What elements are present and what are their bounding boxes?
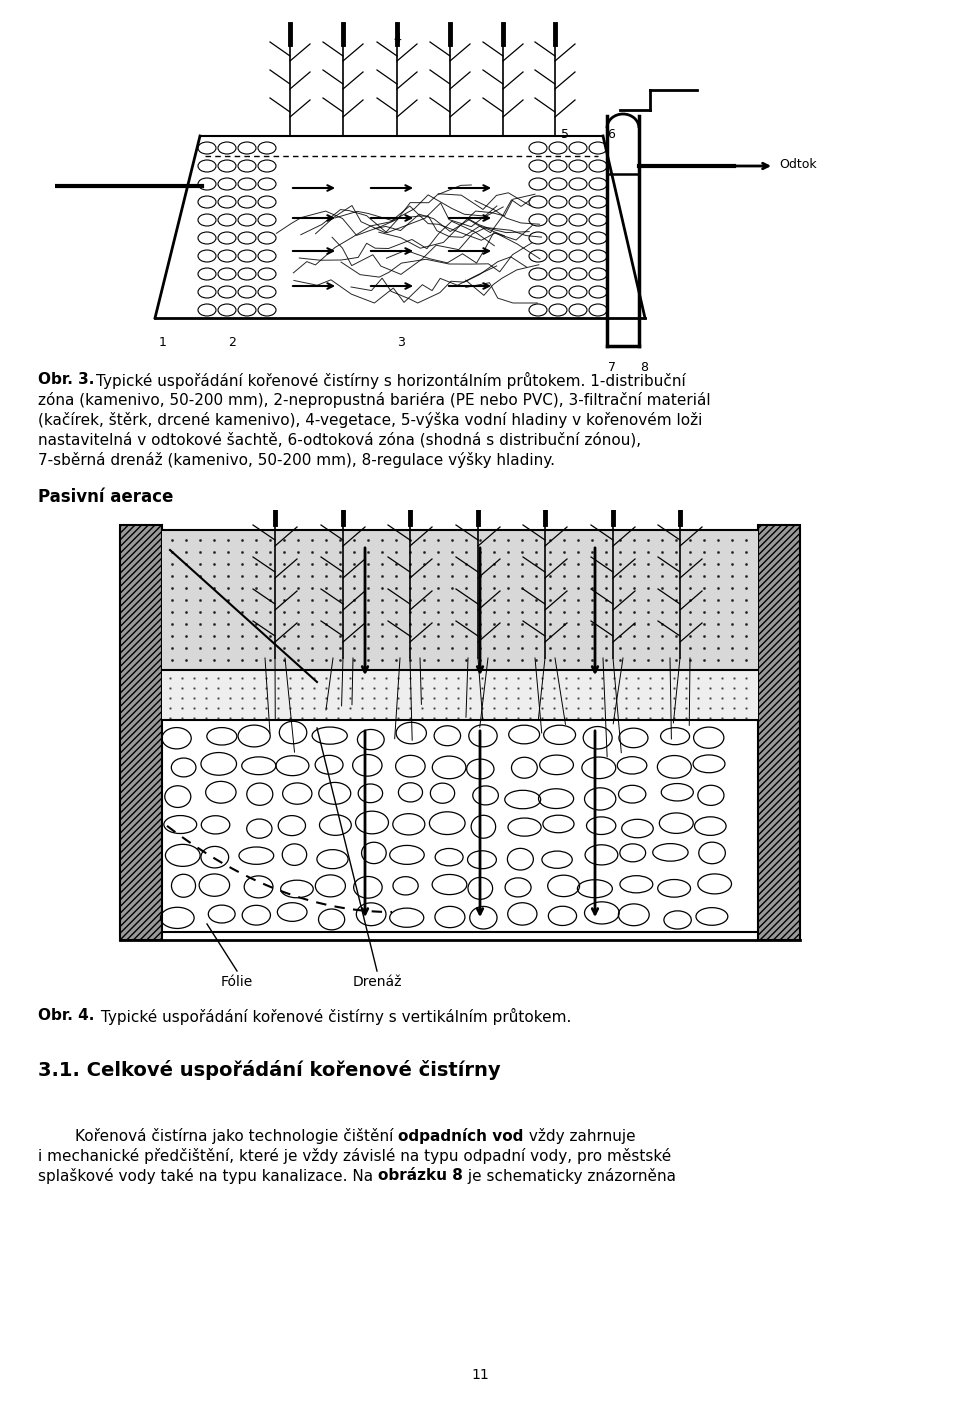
Bar — [758, 525, 800, 941]
Text: 2: 2 — [228, 336, 236, 350]
Text: splaškové vody také na typu kanalizace. Na: splaškové vody také na typu kanalizace. … — [38, 1168, 378, 1184]
Text: nastavitelná v odtokové šachtě, 6-odtoková zóna (shodná s distribuční zónou),: nastavitelná v odtokové šachtě, 6-odtoko… — [38, 432, 641, 448]
Text: 7-sběrná drenáž (kamenivo, 50-200 mm), 8-regulace výšky hladiny.: 7-sběrná drenáž (kamenivo, 50-200 mm), 8… — [38, 452, 555, 468]
Bar — [162, 529, 758, 670]
Text: zóna (kamenivo, 50-200 mm), 2-nepropustná bariéra (PE nebo PVC), 3-filtrační mat: zóna (kamenivo, 50-200 mm), 2-nepropustn… — [38, 392, 710, 409]
Text: Kořenová čistírna jako technologie čištění: Kořenová čistírna jako technologie čiště… — [75, 1127, 398, 1144]
Bar — [162, 670, 758, 720]
Bar — [120, 525, 162, 941]
Text: Drenáž: Drenáž — [352, 974, 401, 988]
Text: (kačírek, štěrk, drcené kamenivo), 4-vegetace, 5-výška vodní hladiny v kořenovém: (kačírek, štěrk, drcené kamenivo), 4-veg… — [38, 411, 703, 428]
Text: Pasivní aerace: Pasivní aerace — [38, 489, 174, 505]
Text: je schematicky znázorněna: je schematicky znázorněna — [463, 1168, 676, 1184]
Text: Typické uspořádání kořenové čistírny s horizontálním průtokem. 1-distribuční: Typické uspořádání kořenové čistírny s h… — [96, 372, 686, 389]
Text: 6: 6 — [607, 128, 615, 140]
Text: odpadních vod: odpadních vod — [398, 1127, 523, 1144]
Text: Typické uspořádání kořenové čistírny s vertikálním průtokem.: Typické uspořádání kořenové čistírny s v… — [96, 1008, 572, 1025]
Text: 1: 1 — [159, 336, 167, 350]
Text: 11: 11 — [471, 1367, 489, 1382]
Text: 8: 8 — [640, 361, 648, 373]
Text: Odtok: Odtok — [779, 159, 817, 171]
Text: vždy zahrnuje: vždy zahrnuje — [523, 1127, 636, 1144]
Text: 3: 3 — [397, 336, 405, 350]
Text: 3.1. Celkové uspořádání kořenové čistírny: 3.1. Celkové uspořádání kořenové čistírn… — [38, 1060, 500, 1080]
Text: obrázku 8: obrázku 8 — [378, 1168, 463, 1184]
Text: Obr. 4.: Obr. 4. — [38, 1008, 94, 1024]
Text: i mechanické předčištění, které je vždy závislé na typu odpadní vody, pro městsk: i mechanické předčištění, které je vždy … — [38, 1148, 671, 1164]
Text: Fólie: Fólie — [221, 974, 253, 988]
Text: Obr. 3.: Obr. 3. — [38, 372, 94, 388]
Text: 5: 5 — [561, 128, 569, 140]
Text: 7: 7 — [608, 361, 616, 373]
Text: 4: 4 — [393, 32, 401, 45]
